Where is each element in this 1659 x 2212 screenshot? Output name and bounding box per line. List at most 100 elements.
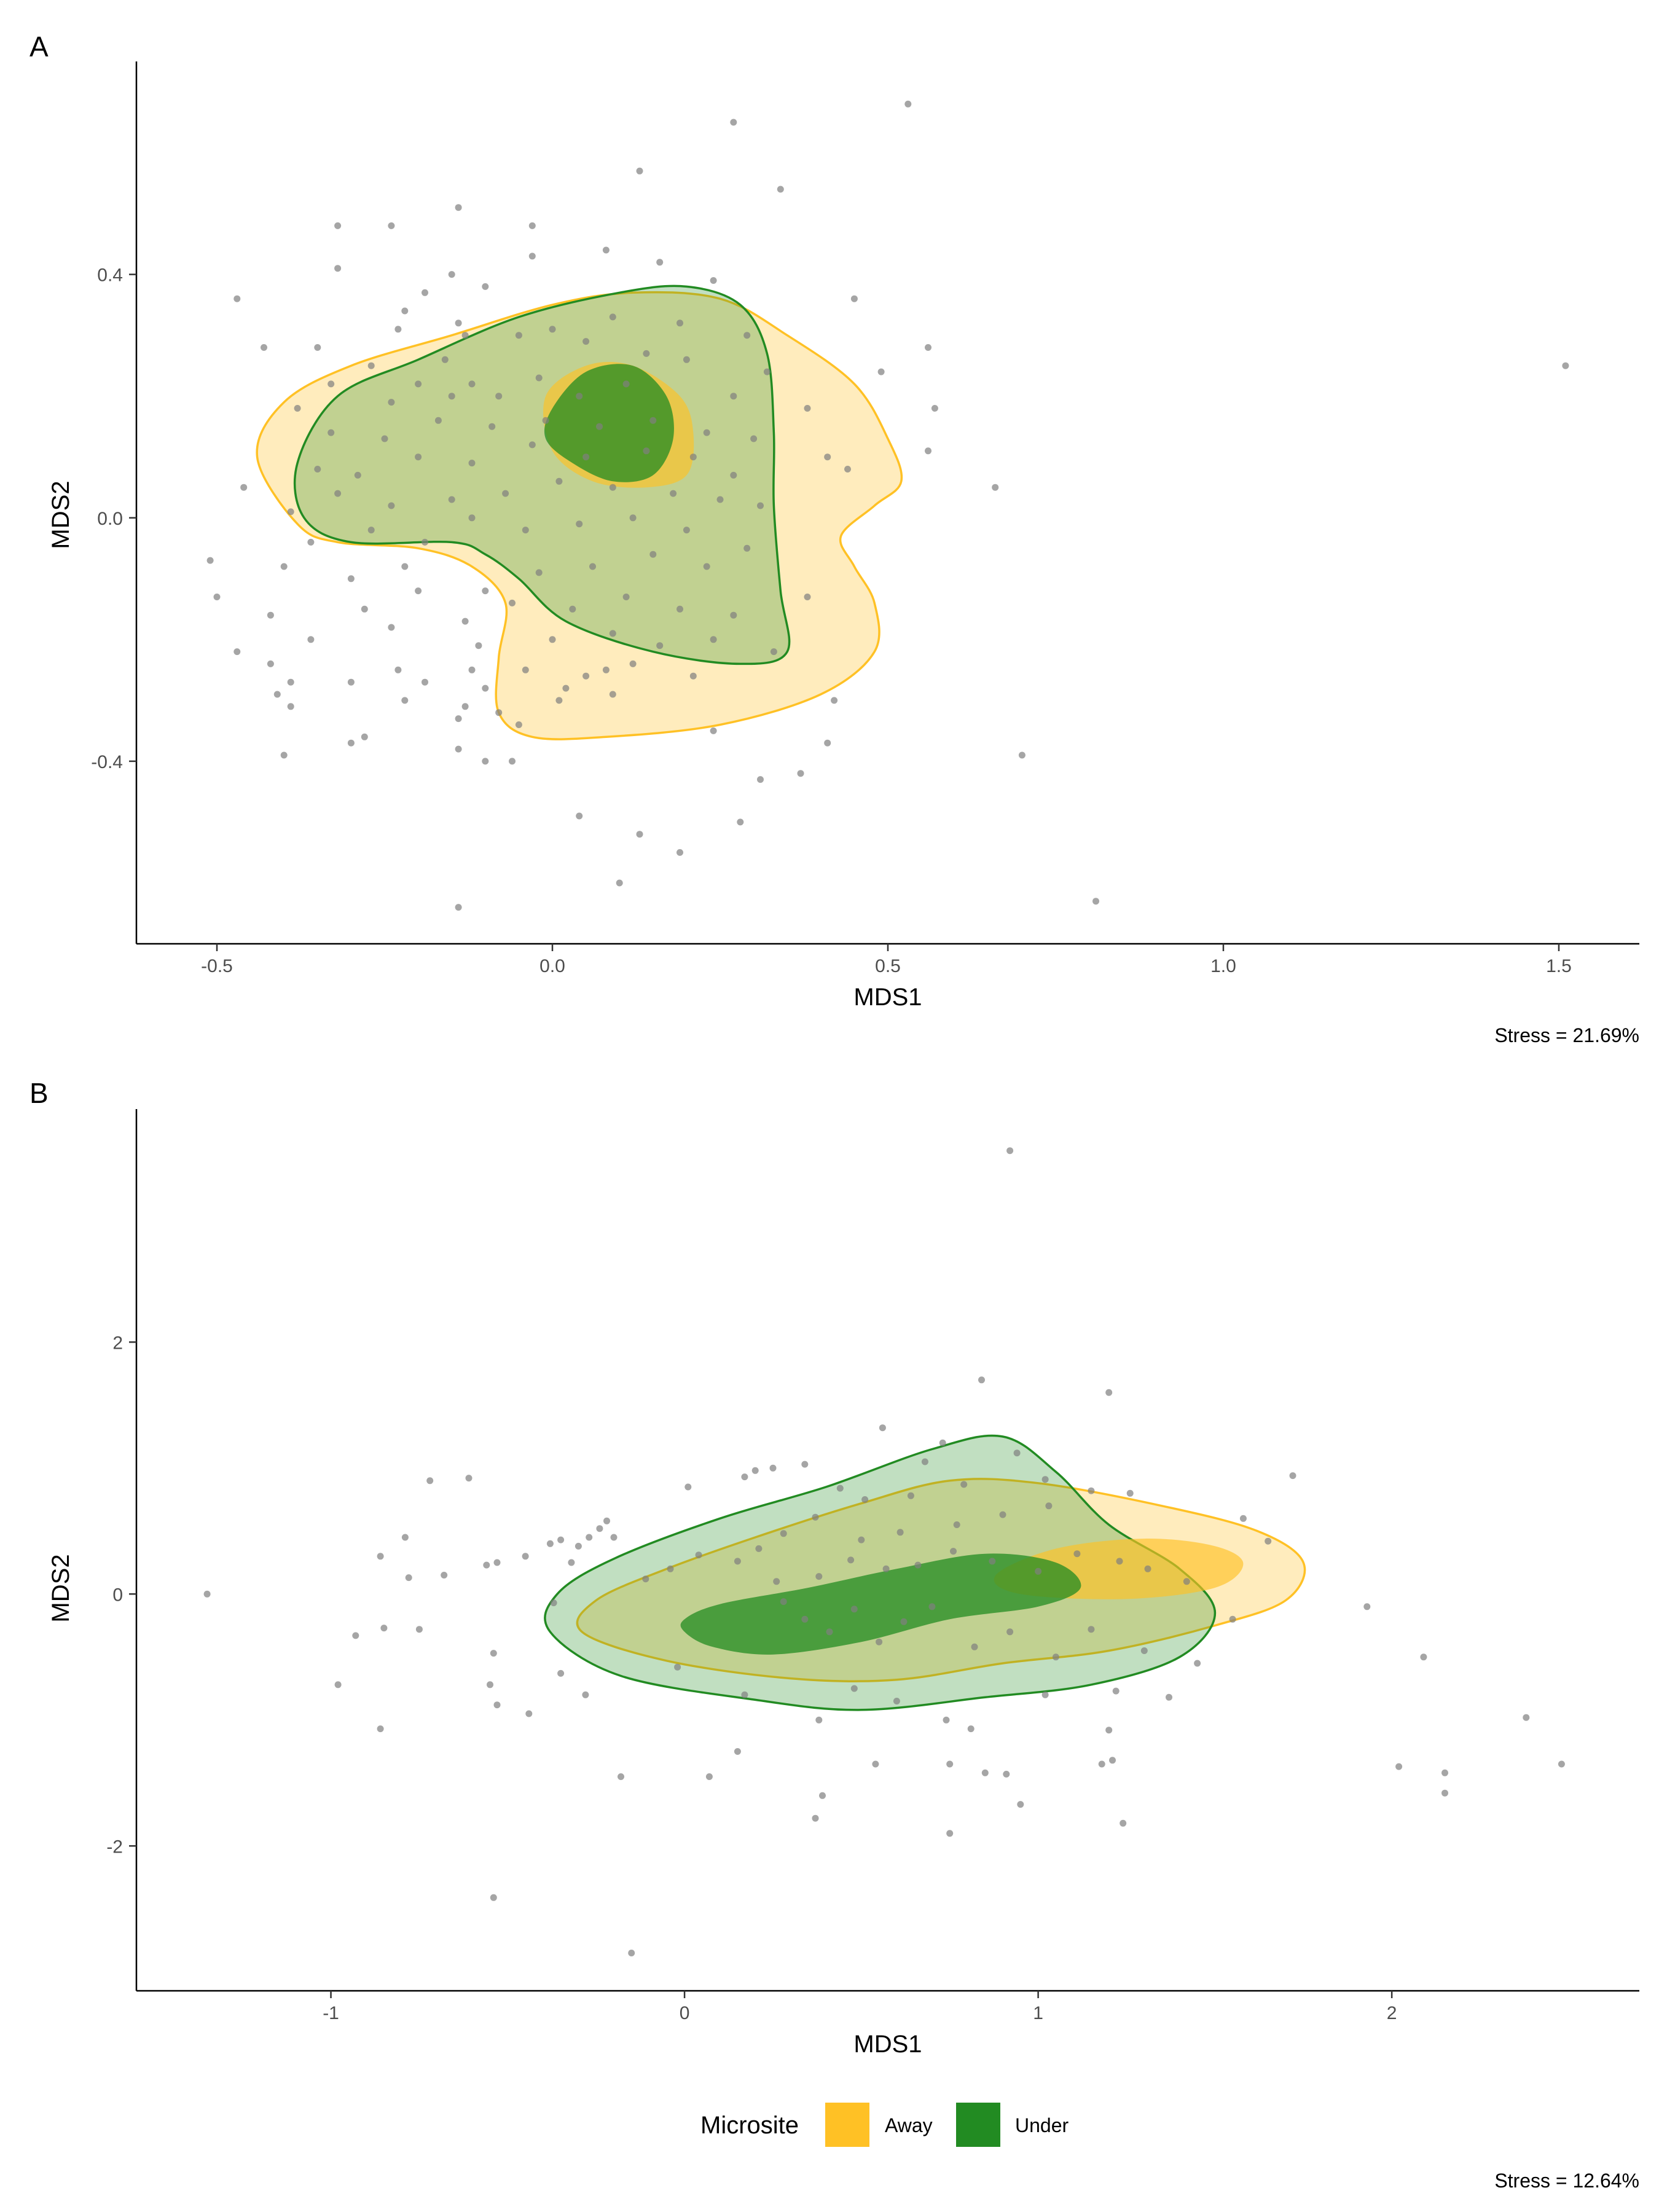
panel-a-point-53 bbox=[542, 417, 549, 424]
panel-a-point-97 bbox=[589, 563, 596, 570]
panel-a-point-156 bbox=[677, 849, 683, 856]
panel-a-point-87 bbox=[576, 520, 583, 528]
panel-a-point-152 bbox=[797, 770, 804, 777]
panel-b-point-1 bbox=[1105, 1389, 1113, 1396]
panel-b-point-49 bbox=[850, 1606, 858, 1613]
panel-b-point-38 bbox=[914, 1561, 922, 1569]
panel-a-point-34 bbox=[535, 374, 543, 382]
panel-a-point-124 bbox=[629, 660, 637, 667]
panel-b-point-16 bbox=[1041, 1476, 1049, 1483]
panel-b-point-11 bbox=[684, 1483, 692, 1491]
panel-b-point-90 bbox=[546, 1540, 554, 1547]
panel-a-point-90 bbox=[743, 544, 751, 552]
panel-a-point-40 bbox=[388, 399, 395, 406]
panel-a-point-71 bbox=[287, 508, 294, 516]
panel-a-points bbox=[206, 100, 1569, 911]
panel-b-y-tick-label-1: 0 bbox=[112, 1585, 123, 1605]
panel-a-point-158 bbox=[455, 904, 462, 911]
panel-b-point-5 bbox=[921, 1458, 928, 1465]
panel-b-point-4 bbox=[939, 1439, 946, 1446]
panel-b-point-91 bbox=[557, 1536, 565, 1543]
panel-a-point-92 bbox=[280, 563, 288, 570]
panel-a-point-63 bbox=[415, 453, 422, 461]
panel-a-point-37 bbox=[763, 368, 771, 375]
panel-a-point-136 bbox=[609, 691, 616, 698]
panel-a-point-21 bbox=[455, 320, 462, 327]
panel-a-point-142 bbox=[710, 727, 717, 734]
panel-b-point-70 bbox=[582, 1691, 589, 1698]
panel-b-point-64 bbox=[893, 1698, 900, 1704]
panel-a-point-27 bbox=[515, 332, 522, 339]
panel-b-point-6 bbox=[1013, 1449, 1021, 1457]
panel-b: B -1 0 1 2 -2 0 2 MDS1 MDS2 Stress = 12.64% bbox=[29, 1077, 1639, 2192]
panel-b-x-axis-title: MDS1 bbox=[853, 2031, 922, 2058]
panel-b-point-41 bbox=[1035, 1567, 1042, 1575]
panel-a-point-49 bbox=[327, 429, 335, 436]
panel-b-point-25 bbox=[896, 1529, 904, 1536]
panel-a-point-144 bbox=[347, 739, 355, 747]
panel-a-point-26 bbox=[461, 332, 469, 339]
panel-b-point-52 bbox=[928, 1603, 936, 1610]
panel-b-points bbox=[203, 1147, 1565, 1956]
panel-a-y-axis-title: MDS2 bbox=[47, 480, 74, 549]
panel-b-point-88 bbox=[493, 1559, 501, 1566]
legend-swatch-away bbox=[825, 2103, 869, 2147]
panel-a-point-114 bbox=[549, 636, 556, 643]
panel-a-point-118 bbox=[770, 648, 777, 656]
panel-a-point-80 bbox=[757, 502, 764, 509]
panel-b-stress-label: Stress = 12.64% bbox=[1494, 2170, 1639, 2192]
panel-a-point-153 bbox=[576, 812, 583, 820]
panel-a-point-48 bbox=[931, 405, 938, 412]
panel-a-x-tick-label-4: 1.5 bbox=[1546, 956, 1572, 976]
panel-b-point-66 bbox=[1041, 1691, 1049, 1698]
panel-b-point-22 bbox=[1045, 1502, 1053, 1510]
panel-b-point-36 bbox=[847, 1556, 855, 1564]
panel-a-point-105 bbox=[569, 605, 576, 613]
panel-b-x-tick-label-3: 2 bbox=[1387, 2003, 1397, 2023]
panel-a-point-64 bbox=[468, 460, 476, 467]
panel-a-point-82 bbox=[307, 538, 315, 546]
panel-b-point-43 bbox=[1116, 1558, 1123, 1565]
panel-a-point-103 bbox=[461, 618, 469, 625]
panel-b-point-75 bbox=[490, 1650, 497, 1657]
panel-a-point-61 bbox=[314, 466, 321, 473]
panel-a-point-88 bbox=[629, 514, 637, 522]
panel-b-point-45 bbox=[1183, 1578, 1190, 1585]
panel-b-x-tick-label-0: -1 bbox=[323, 2003, 339, 2023]
panel-a-x-tick-label-3: 1.0 bbox=[1210, 956, 1236, 976]
panel-b-point-60 bbox=[674, 1663, 681, 1671]
panel-a-contour-under-inner bbox=[544, 364, 674, 482]
legend-swatch-under bbox=[956, 2103, 1000, 2147]
panel-b-point-57 bbox=[1140, 1647, 1148, 1654]
panel-b-point-93 bbox=[596, 1525, 603, 1532]
panel-a-point-130 bbox=[562, 684, 570, 692]
panel-a-point-12 bbox=[448, 271, 455, 278]
panel-a-point-93 bbox=[347, 575, 355, 582]
panel-a-point-62 bbox=[354, 471, 361, 479]
panel-b-point-48 bbox=[826, 1628, 833, 1636]
panel-b-point-74 bbox=[487, 1681, 493, 1688]
panel-b-axes: -1 0 1 2 -2 0 2 bbox=[106, 1109, 1639, 2023]
panel-b-point-94 bbox=[603, 1517, 610, 1524]
panel-a-contour-away-outer bbox=[256, 291, 903, 740]
panel-b-point-55 bbox=[1052, 1653, 1059, 1661]
panel-b-x-tick-label-1: 0 bbox=[680, 2003, 690, 2023]
panel-b-point-67 bbox=[1112, 1687, 1120, 1695]
panel-a-point-162 bbox=[844, 466, 851, 473]
panel-b-point-18 bbox=[1126, 1489, 1134, 1497]
panel-a-point-18 bbox=[850, 295, 858, 302]
panel-a-point-22 bbox=[549, 326, 556, 333]
panel-b-y-tick-label-2: 2 bbox=[112, 1333, 123, 1353]
panel-a-point-102 bbox=[415, 587, 422, 595]
panel-a-x-axis-title: MDS1 bbox=[853, 984, 922, 1011]
panel-a-y-tick-label-0: -0.4 bbox=[91, 752, 123, 772]
panel-b-point-123 bbox=[1558, 1760, 1565, 1768]
panel-b-point-112 bbox=[1120, 1819, 1127, 1827]
panel-a-point-143 bbox=[361, 733, 368, 740]
panel-a-point-74 bbox=[448, 496, 455, 503]
panel-b-point-105 bbox=[872, 1760, 879, 1768]
panel-a-point-150 bbox=[1018, 751, 1026, 759]
panel-a-point-67 bbox=[643, 447, 650, 455]
panel-b-point-37 bbox=[882, 1565, 890, 1572]
panel-b-point-21 bbox=[1265, 1537, 1272, 1545]
